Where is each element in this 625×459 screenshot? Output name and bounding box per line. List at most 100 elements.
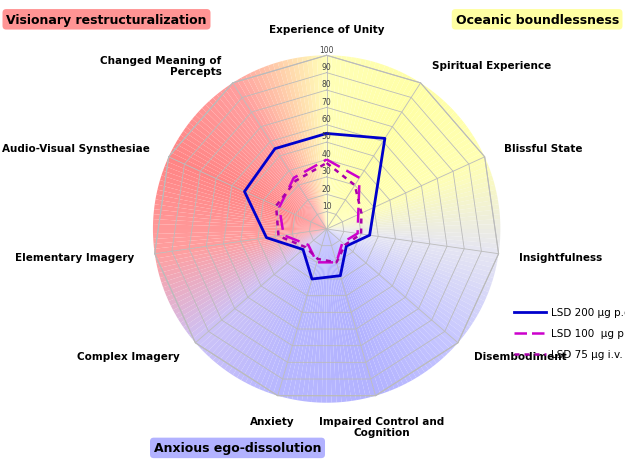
Polygon shape	[317, 56, 327, 230]
Polygon shape	[206, 102, 327, 230]
Polygon shape	[241, 76, 327, 230]
Polygon shape	[153, 230, 327, 235]
Polygon shape	[199, 230, 327, 350]
Polygon shape	[327, 157, 487, 230]
Text: Blissful State: Blissful State	[504, 144, 582, 154]
Polygon shape	[209, 99, 327, 230]
Polygon shape	[155, 230, 327, 259]
Polygon shape	[160, 176, 327, 230]
Polygon shape	[327, 230, 441, 364]
Polygon shape	[254, 70, 327, 230]
Polygon shape	[327, 140, 478, 230]
Polygon shape	[327, 128, 470, 230]
Polygon shape	[327, 185, 496, 230]
Polygon shape	[153, 215, 327, 230]
Text: 50: 50	[322, 132, 331, 141]
Polygon shape	[264, 66, 327, 230]
Polygon shape	[327, 230, 432, 370]
Polygon shape	[268, 230, 327, 394]
Polygon shape	[259, 230, 327, 391]
Polygon shape	[173, 230, 327, 315]
Polygon shape	[181, 230, 327, 327]
Polygon shape	[155, 200, 327, 230]
Polygon shape	[327, 56, 337, 230]
Polygon shape	[302, 230, 327, 402]
Polygon shape	[268, 65, 327, 230]
Polygon shape	[278, 230, 327, 397]
Polygon shape	[327, 230, 416, 381]
Polygon shape	[322, 56, 327, 230]
Polygon shape	[156, 230, 327, 269]
Text: Disembodiment: Disembodiment	[474, 352, 566, 362]
Polygon shape	[171, 230, 327, 310]
Polygon shape	[327, 167, 490, 230]
Polygon shape	[181, 132, 327, 230]
Polygon shape	[327, 105, 451, 230]
Polygon shape	[327, 230, 412, 383]
Polygon shape	[327, 66, 389, 230]
Polygon shape	[153, 230, 327, 244]
Polygon shape	[327, 230, 461, 343]
Polygon shape	[327, 230, 381, 396]
Polygon shape	[327, 230, 444, 360]
Polygon shape	[327, 230, 448, 357]
Polygon shape	[327, 230, 476, 323]
Polygon shape	[241, 230, 327, 383]
Polygon shape	[327, 59, 361, 230]
Polygon shape	[327, 68, 394, 230]
Polygon shape	[327, 230, 496, 274]
Polygon shape	[327, 230, 376, 397]
Polygon shape	[327, 230, 490, 292]
Polygon shape	[237, 230, 327, 381]
Polygon shape	[327, 99, 444, 230]
Polygon shape	[224, 86, 327, 230]
Polygon shape	[327, 230, 346, 402]
Polygon shape	[327, 95, 441, 230]
Polygon shape	[327, 230, 403, 387]
Text: 90: 90	[322, 63, 331, 72]
Polygon shape	[327, 230, 497, 269]
Polygon shape	[171, 149, 327, 230]
Polygon shape	[327, 171, 492, 230]
Polygon shape	[192, 116, 327, 230]
Polygon shape	[250, 230, 327, 387]
Polygon shape	[327, 132, 472, 230]
Polygon shape	[327, 109, 454, 230]
Polygon shape	[327, 230, 500, 249]
Polygon shape	[327, 230, 501, 235]
Polygon shape	[327, 230, 492, 288]
Polygon shape	[327, 230, 500, 244]
Polygon shape	[327, 56, 332, 230]
Polygon shape	[288, 230, 327, 399]
Polygon shape	[327, 74, 408, 230]
Polygon shape	[167, 230, 327, 302]
Polygon shape	[327, 102, 448, 230]
Polygon shape	[327, 230, 429, 373]
Polygon shape	[327, 230, 385, 394]
Polygon shape	[327, 230, 498, 264]
Polygon shape	[232, 230, 327, 378]
Polygon shape	[327, 230, 332, 403]
Polygon shape	[327, 63, 381, 230]
Text: LSD 200 μg p.o: LSD 200 μg p.o	[551, 308, 625, 318]
Polygon shape	[327, 230, 470, 331]
Polygon shape	[206, 230, 327, 357]
Polygon shape	[327, 136, 476, 230]
Polygon shape	[327, 230, 421, 378]
Text: Experience of Unity: Experience of Unity	[269, 25, 384, 35]
Polygon shape	[163, 167, 327, 230]
Polygon shape	[213, 230, 327, 364]
Polygon shape	[153, 230, 327, 240]
Text: Anxiety: Anxiety	[249, 416, 294, 426]
Polygon shape	[159, 230, 327, 278]
Polygon shape	[317, 230, 327, 403]
Polygon shape	[192, 230, 327, 343]
Polygon shape	[327, 210, 500, 230]
Text: 60: 60	[322, 115, 331, 124]
Polygon shape	[186, 230, 327, 336]
Polygon shape	[327, 123, 468, 230]
Polygon shape	[327, 200, 499, 230]
Polygon shape	[167, 157, 327, 230]
Polygon shape	[154, 230, 327, 249]
Polygon shape	[221, 230, 327, 370]
